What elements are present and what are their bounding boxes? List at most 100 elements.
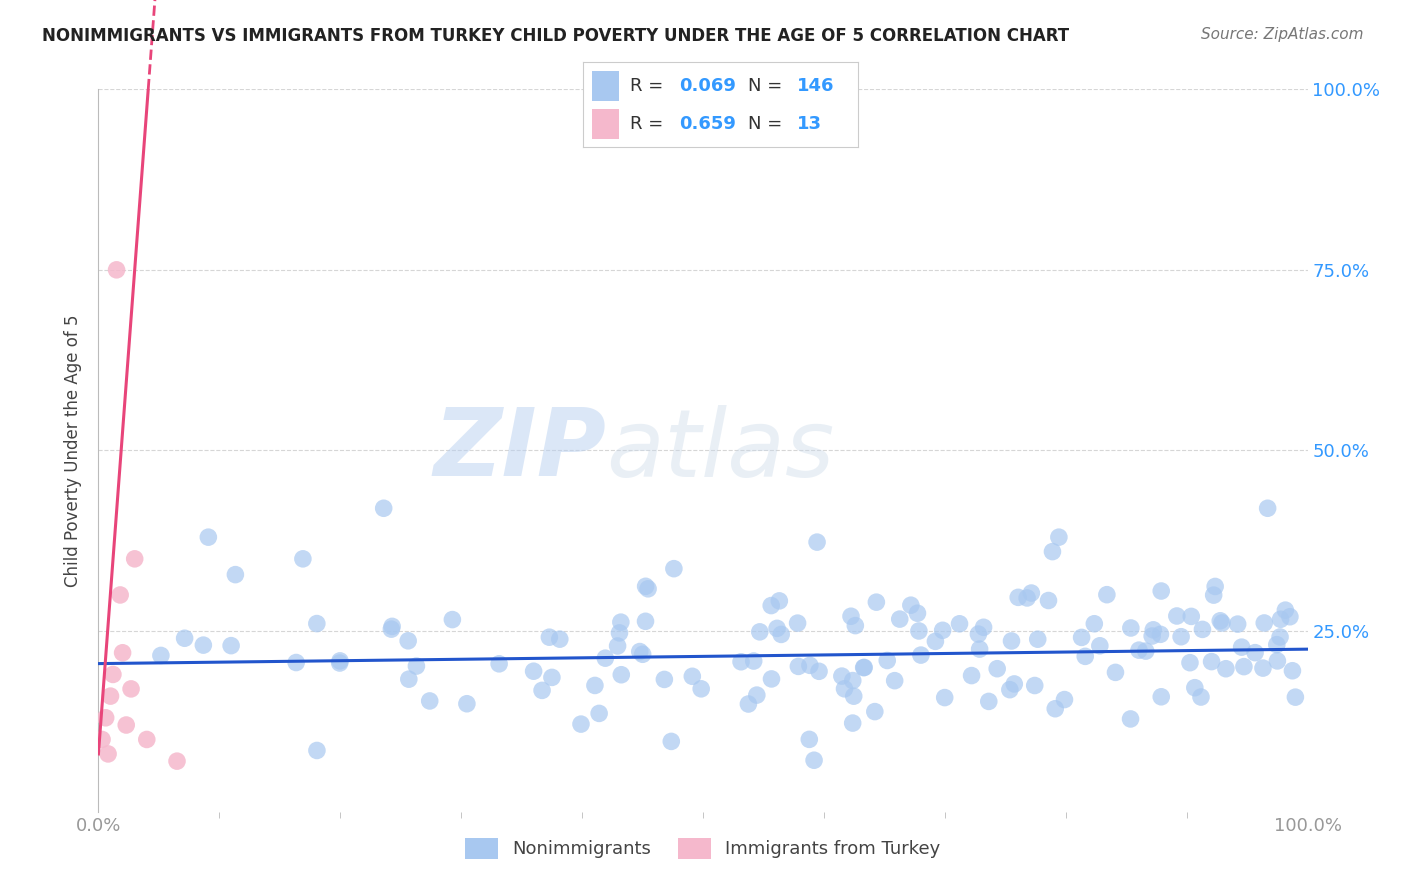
Bar <box>592 109 619 139</box>
Point <box>787 659 810 673</box>
Point <box>1170 630 1192 644</box>
Text: ZIP: ZIP <box>433 404 606 497</box>
Point <box>373 501 395 516</box>
Point <box>419 694 441 708</box>
Point <box>1209 614 1232 628</box>
Point <box>1251 661 1274 675</box>
Point <box>1233 659 1256 673</box>
Point <box>1140 629 1163 643</box>
Point <box>934 690 956 705</box>
Point <box>1281 664 1303 678</box>
Y-axis label: Child Poverty Under the Age of 5: Child Poverty Under the Age of 5 <box>65 314 83 587</box>
Point <box>863 705 886 719</box>
Point <box>305 743 328 757</box>
Point <box>523 664 546 678</box>
Point <box>97 747 120 761</box>
Point <box>329 656 352 670</box>
Point <box>1150 584 1173 599</box>
Point <box>224 567 246 582</box>
Point <box>986 662 1008 676</box>
Point <box>948 616 970 631</box>
Point <box>1211 615 1233 630</box>
Point <box>1244 646 1267 660</box>
Point <box>108 588 131 602</box>
Point <box>841 716 863 731</box>
Point <box>1268 630 1291 644</box>
Point <box>488 657 510 671</box>
Point <box>659 734 682 748</box>
Point <box>91 732 114 747</box>
Point <box>173 632 195 646</box>
Point <box>690 681 713 696</box>
Point <box>588 706 610 721</box>
Point <box>1166 609 1188 624</box>
Point <box>583 678 606 692</box>
Point <box>380 622 402 636</box>
Point <box>329 654 352 668</box>
Point <box>628 644 651 658</box>
Point <box>1070 631 1092 645</box>
Point <box>839 609 862 624</box>
Point <box>883 673 905 688</box>
Bar <box>592 71 619 101</box>
Point <box>291 551 314 566</box>
Point <box>193 638 215 652</box>
Point <box>1142 623 1164 637</box>
Point <box>456 697 478 711</box>
Point <box>396 633 419 648</box>
Point <box>538 630 561 644</box>
Point <box>1042 544 1064 558</box>
Point <box>799 658 821 673</box>
Point <box>1204 579 1226 593</box>
Point <box>967 627 990 641</box>
Point <box>1284 690 1306 705</box>
Legend: Nonimmigrants, Immigrants from Turkey: Nonimmigrants, Immigrants from Turkey <box>457 829 949 868</box>
Point <box>1095 588 1118 602</box>
Point <box>531 683 554 698</box>
Point <box>998 682 1021 697</box>
Point <box>595 651 617 665</box>
Point <box>441 613 464 627</box>
Text: 13: 13 <box>797 115 823 133</box>
Point <box>111 646 134 660</box>
Point <box>865 595 887 609</box>
Point <box>761 599 783 613</box>
Point <box>637 582 659 596</box>
Point <box>381 619 404 633</box>
Point <box>166 754 188 768</box>
Point <box>115 718 138 732</box>
Point <box>900 598 922 612</box>
Point <box>1024 679 1046 693</box>
Point <box>1045 702 1067 716</box>
Point <box>398 672 420 686</box>
Point <box>973 620 995 634</box>
Point <box>541 670 564 684</box>
Point <box>1135 644 1157 658</box>
Point <box>977 694 1000 708</box>
Point <box>101 667 124 681</box>
Point <box>808 665 831 679</box>
Point <box>662 562 685 576</box>
Point <box>834 681 856 696</box>
Point <box>831 669 853 683</box>
Point <box>548 632 571 647</box>
Point <box>606 639 628 653</box>
Point <box>730 655 752 669</box>
Point <box>1184 681 1206 695</box>
Point <box>960 668 983 682</box>
Point <box>1128 643 1150 657</box>
Point <box>105 262 128 277</box>
Point <box>1278 609 1301 624</box>
Point <box>768 594 790 608</box>
Point <box>1230 640 1253 655</box>
Point <box>844 618 866 632</box>
Point <box>631 648 654 662</box>
Point <box>285 656 308 670</box>
Point <box>1038 593 1060 607</box>
Point <box>1150 690 1173 704</box>
Text: NONIMMIGRANTS VS IMMIGRANTS FROM TURKEY CHILD POVERTY UNDER THE AGE OF 5 CORRELA: NONIMMIGRANTS VS IMMIGRANTS FROM TURKEY … <box>42 27 1070 45</box>
Point <box>1088 639 1111 653</box>
Point <box>1017 591 1039 605</box>
Point <box>219 639 242 653</box>
Point <box>742 654 765 668</box>
